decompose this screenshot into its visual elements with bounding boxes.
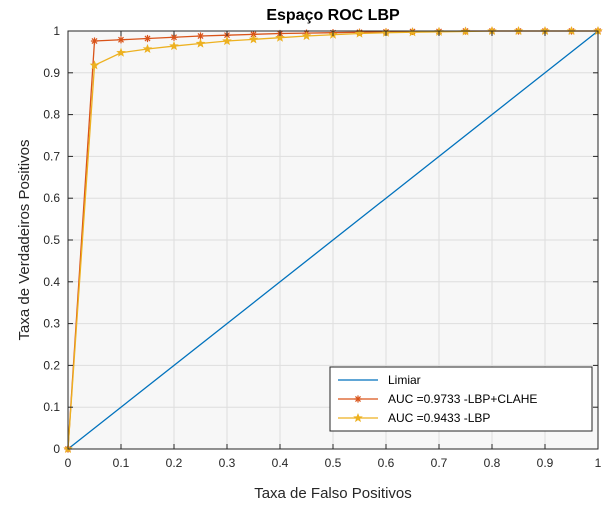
legend-label: AUC =0.9433 -LBP <box>388 411 490 425</box>
y-tick-label: 0.5 <box>43 233 60 247</box>
legend: Limiar AUC =0.9733 -LBP+CLAHE AUC =0.9433 … <box>329 366 593 432</box>
x-tick-label: 0.3 <box>219 456 236 470</box>
y-tick-label: 0.6 <box>43 191 60 205</box>
y-tick-label: 0.1 <box>43 400 60 414</box>
y-tick-label: 0.4 <box>43 275 60 289</box>
legend-label: AUC =0.9733 -LBP+CLAHE <box>388 392 537 406</box>
x-tick-label: 0.6 <box>378 456 395 470</box>
series-0-line <box>67 30 599 450</box>
x-tick-label: 0.4 <box>272 456 289 470</box>
x-tick-label: 0.1 <box>113 456 130 470</box>
legend-label: Limiar <box>388 373 421 387</box>
series-1-point <box>90 37 99 45</box>
y-tick-label: 0.9 <box>43 66 60 80</box>
series-2-point <box>89 60 100 70</box>
x-tick-label: 0.2 <box>166 456 183 470</box>
y-tick-label: 0.8 <box>43 108 60 122</box>
x-tick-label: 0 <box>65 456 72 470</box>
y-tick-label: 1 <box>53 24 60 38</box>
y-axis-label: Taxa de Verdadeiros Positivos <box>16 140 33 341</box>
legend-entry-2: AUC =0.9433 -LBP <box>338 411 490 425</box>
series-1-point <box>117 36 125 44</box>
series-2-point <box>354 28 365 38</box>
legend-entry-0: Limiar <box>338 373 421 387</box>
legend-marker <box>354 395 362 403</box>
x-tick-label: 0.7 <box>431 456 448 470</box>
chart-title: Espaço ROC LBP <box>266 7 400 24</box>
x-tick-label: 0.5 <box>325 456 342 470</box>
series-2-point <box>275 32 285 42</box>
legend-entry-1: AUC =0.9733 -LBP+CLAHE <box>338 392 537 406</box>
x-tick-label: 0.9 <box>537 456 554 470</box>
series-2-point <box>142 43 153 54</box>
y-tick-label: 0.7 <box>43 149 60 163</box>
series-2-point <box>195 38 206 48</box>
series-2-point <box>301 30 312 41</box>
x-tick-label: 0.8 <box>484 456 501 470</box>
ticks: 0 0.1 0.2 0.3 0.4 0.5 0.6 0.7 0.8 0.9 1 0 0.1 0.2 0.3 0… <box>43 24 601 470</box>
y-tick-label: 0 <box>53 442 60 456</box>
series-2-point <box>248 34 259 44</box>
series-2-point <box>222 35 232 46</box>
y-tick-label: 0.3 <box>43 317 60 331</box>
series-2-point <box>116 47 126 57</box>
series-1-point <box>143 34 152 43</box>
series-0 <box>67 30 599 450</box>
series-1-point <box>196 32 205 40</box>
x-axis-label: Taxa de Falso Positivos <box>254 485 412 502</box>
x-tick-label: 1 <box>595 456 602 470</box>
y-tick-label: 0.2 <box>43 358 60 372</box>
series-2-point <box>169 41 179 51</box>
legend-marker <box>353 412 363 423</box>
